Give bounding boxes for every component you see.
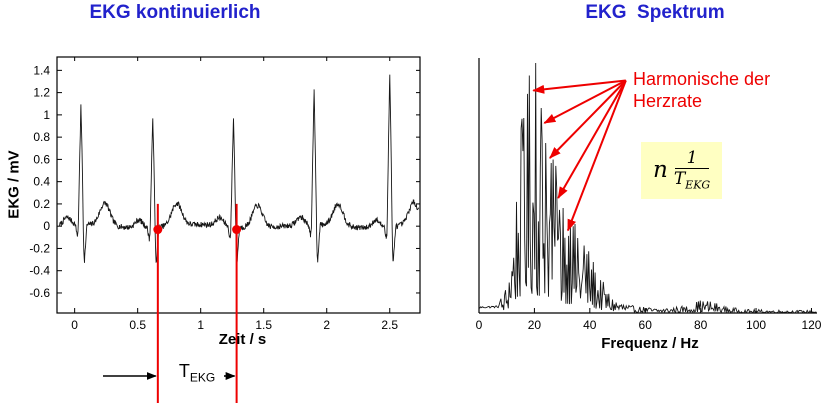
harmonics-annotation: Harmonische der Herzrate [633,68,770,112]
x-tick-label: 2.5 [381,318,398,332]
y-tick-label: 0.4 [33,175,50,189]
y-tick-label: 1.2 [33,86,50,100]
y-tick-label: -0.4 [29,264,50,278]
x-tick-label: 0 [476,318,483,332]
harmonics-annotation-line2: Herzrate [633,91,703,111]
formula-coefficient: n [653,157,668,184]
y-tick-label: 1 [43,108,50,122]
harmonic-arrow [549,79,627,159]
y-tick-label: -0.2 [29,241,50,255]
formula-denominator-base: T [673,169,686,190]
ekg-plot-frame [56,56,421,314]
x-tick-label: 0 [71,318,78,332]
harmonic-arrow [532,79,626,94]
harmonic-arrow [566,80,627,232]
left-y-axis-label: EKG / mV [5,150,23,219]
x-tick-label: 0.5 [129,318,146,332]
spectrum-trace [478,62,817,315]
y-tick-label: 0.6 [33,152,50,166]
x-tick-label: 2 [323,318,330,332]
y-tick-label: 1.4 [33,63,50,77]
formula-numerator: 1 [674,148,710,170]
x-tick-label: 20 [528,318,542,332]
harmonics-annotation-line1: Harmonische der [633,69,771,89]
ekg-waveform [59,74,420,264]
x-tick-label: 1.5 [255,318,272,332]
y-tick-label: 0.8 [33,130,50,144]
left-plot-title: EKG kontinuierlich [89,2,261,23]
period-marker-dot [153,225,163,235]
x-tick-label: 1 [197,318,204,332]
left-x-axis-label: Zeit / s [218,331,267,348]
x-tick-label: 80 [694,318,708,332]
right-x-axis-label: Frequenz / Hz [601,335,699,352]
harmonic-arrow [557,80,627,199]
t-ekg-label: TEKG [164,361,230,385]
harmonic-arrow [543,79,627,124]
formula-fraction: 1 TEKG [674,148,710,193]
x-tick-label: 60 [639,318,653,332]
x-tick-label: 120 [801,318,821,332]
period-marker-dot [232,225,242,235]
y-tick-label: 0.2 [33,197,50,211]
formula-box: n 1 TEKG [641,142,723,199]
x-tick-label: 40 [583,318,597,332]
x-tick-label: 100 [746,318,766,332]
y-tick-label: 0 [43,219,50,233]
t-ekg-label-base: T [178,361,190,381]
t-ekg-label-subscript: EKG [189,370,216,385]
formula-denominator: TEKG [674,169,710,192]
formula-denominator-subscript: EKG [685,178,711,192]
right-plot-title: EKG Spektrum [585,2,725,23]
y-tick-label: -0.6 [29,286,50,300]
